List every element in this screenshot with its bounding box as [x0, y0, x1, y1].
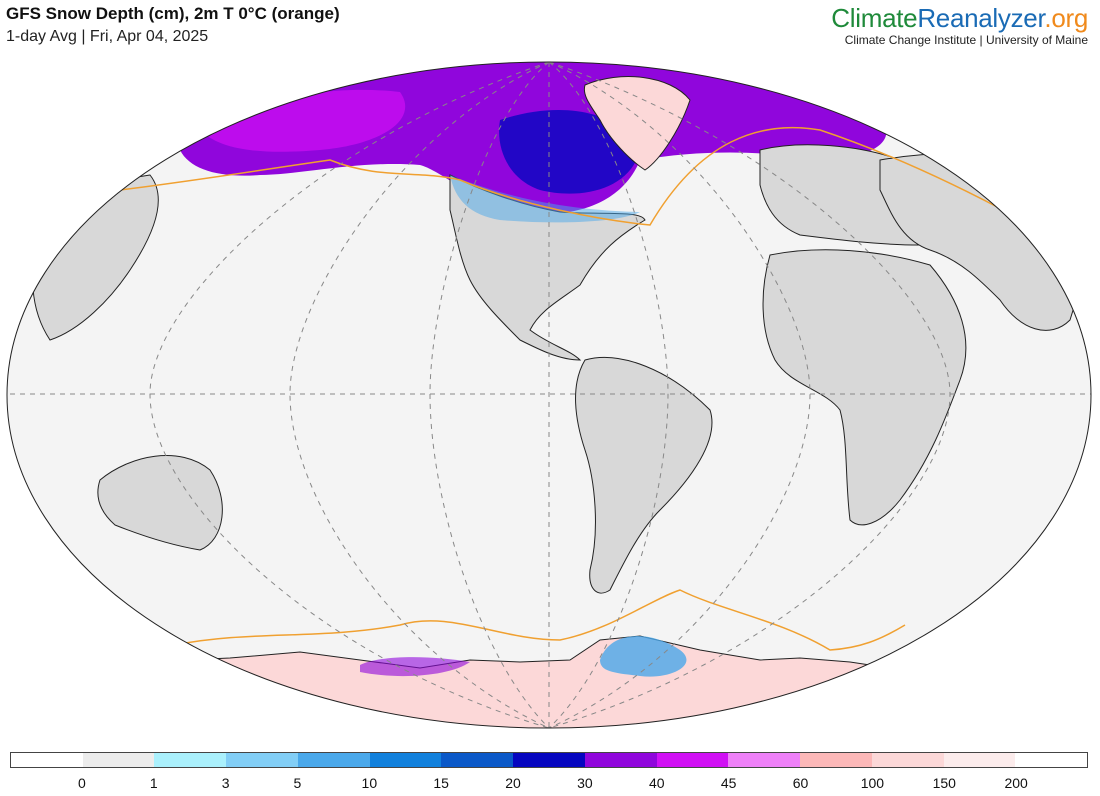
legend-tick-label: 45: [720, 775, 737, 791]
map-subtitle: 1-day Avg | Fri, Apr 04, 2025: [6, 28, 209, 45]
canada-snow-blue: [499, 110, 640, 194]
legend-tick-label: 150: [932, 775, 956, 791]
brand-org: .org: [1044, 3, 1088, 33]
snow-depth-map[interactable]: [0, 55, 1100, 735]
legend-tick-label: 40: [649, 775, 665, 791]
legend-swatch: [656, 753, 729, 767]
legend-swatch: [369, 753, 442, 767]
legend-colorbar: [10, 752, 1088, 768]
freezing-line-north: [119, 126, 1041, 231]
brand-reanalyzer: Reanalyzer: [917, 3, 1045, 33]
legend-tick-label: 10: [361, 775, 378, 791]
graticule: [7, 62, 1091, 728]
legend-tick-label: 100: [860, 775, 885, 791]
legend-swatch: [441, 753, 514, 767]
legend-swatch: [728, 753, 801, 767]
legend-swatch: [297, 753, 370, 767]
legend-tick-label: 5: [293, 775, 302, 791]
map-layers: [7, 62, 1091, 728]
legend-swatch: [82, 753, 155, 767]
legend-tick-label: 30: [577, 775, 593, 791]
south-america: [575, 356, 713, 594]
brand-block: ClimateReanalyzer.org Climate Change Ins…: [831, 3, 1088, 47]
legend-swatch: [226, 753, 298, 767]
legend-swatch: [871, 753, 944, 767]
globe-outline: [6, 61, 1092, 729]
legend-tick-label: 1: [149, 775, 158, 791]
legend-swatch: [11, 753, 83, 767]
antarctica-snow-purple: [360, 657, 470, 677]
north-america-snow: [450, 175, 640, 223]
legend-swatch: [513, 753, 585, 767]
arctic-snow-magenta: [200, 89, 406, 152]
brand-tagline: Climate Change Institute | University of…: [844, 33, 1088, 47]
africa: [762, 249, 967, 526]
australia: [97, 455, 223, 551]
legend-tick-label: 3: [221, 775, 230, 791]
map-title: GFS Snow Depth (cm), 2m T 0°C (orange): [6, 4, 340, 23]
brand-logo[interactable]: ClimateReanalyzer.org: [831, 3, 1088, 34]
antarctica-snow-blue: [600, 636, 687, 677]
title-block: GFS Snow Depth (cm), 2m T 0°C (orange) 1…: [6, 4, 340, 46]
legend-swatch: [154, 753, 227, 767]
legend-swatch: [584, 753, 657, 767]
legend-tick-label: 60: [792, 775, 809, 791]
brand-climate: Climate: [831, 3, 918, 33]
legend-ticks: 0 1 3 5 10 15 20 30 40 45 60 100 150 200: [10, 775, 1088, 793]
freezing-line-south: [174, 589, 906, 651]
greenland: [583, 76, 691, 171]
legend-tick-label: 200: [1004, 775, 1028, 791]
legend-tick-label: 0: [77, 775, 86, 791]
legend-swatch: [800, 753, 872, 767]
legend-tick-label: 20: [505, 775, 521, 791]
legend-swatch: [1015, 753, 1088, 767]
legend-tick-label: 15: [433, 775, 449, 791]
legend-swatch: [943, 753, 1016, 767]
